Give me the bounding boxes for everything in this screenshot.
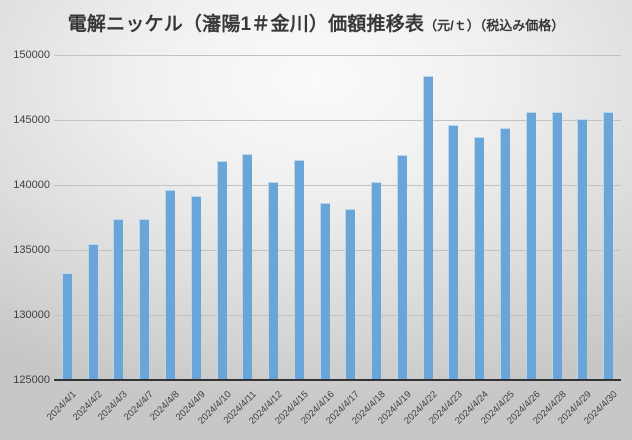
bar xyxy=(216,160,227,380)
bar xyxy=(396,155,407,380)
bar xyxy=(448,124,459,380)
y-axis-label: 135000 xyxy=(13,243,50,256)
bar xyxy=(500,127,511,380)
y-axis-label: 130000 xyxy=(13,308,50,321)
bar xyxy=(525,111,536,380)
bar xyxy=(319,202,330,380)
bar xyxy=(345,209,356,380)
bar xyxy=(371,181,382,380)
bar xyxy=(422,76,433,380)
chart-title-note: （税込み価格） xyxy=(479,18,565,33)
y-axis-label: 125000 xyxy=(13,373,50,386)
bar xyxy=(242,154,253,380)
bar xyxy=(87,243,98,380)
bar xyxy=(139,219,150,380)
bar xyxy=(190,196,201,380)
y-axis-label: 150000 xyxy=(13,48,50,61)
bar xyxy=(293,159,304,380)
chart-title-main: 電解ニッケル（瀋陽1＃金川）価額推移表 xyxy=(67,14,425,35)
x-axis-line xyxy=(54,379,621,381)
bar xyxy=(164,189,175,380)
bar xyxy=(603,112,614,380)
y-gridline xyxy=(54,184,621,186)
bar xyxy=(61,273,72,380)
bar xyxy=(577,118,588,380)
y-gridline xyxy=(54,54,621,56)
bar xyxy=(474,136,485,380)
y-gridline xyxy=(54,249,621,251)
bar xyxy=(551,111,562,380)
y-axis-label: 145000 xyxy=(13,113,50,126)
bar xyxy=(113,219,124,380)
y-axis-label: 140000 xyxy=(13,178,50,191)
y-gridline xyxy=(54,314,621,316)
y-gridline xyxy=(54,119,621,121)
bar xyxy=(268,181,279,380)
chart-title-unit: （元/ｔ） xyxy=(424,18,480,33)
chart-title: 電解ニッケル（瀋陽1＃金川）価額推移表（元/ｔ）（税込み価格） xyxy=(0,9,632,36)
x-axis-label: 2024/4/1 xyxy=(44,389,79,423)
